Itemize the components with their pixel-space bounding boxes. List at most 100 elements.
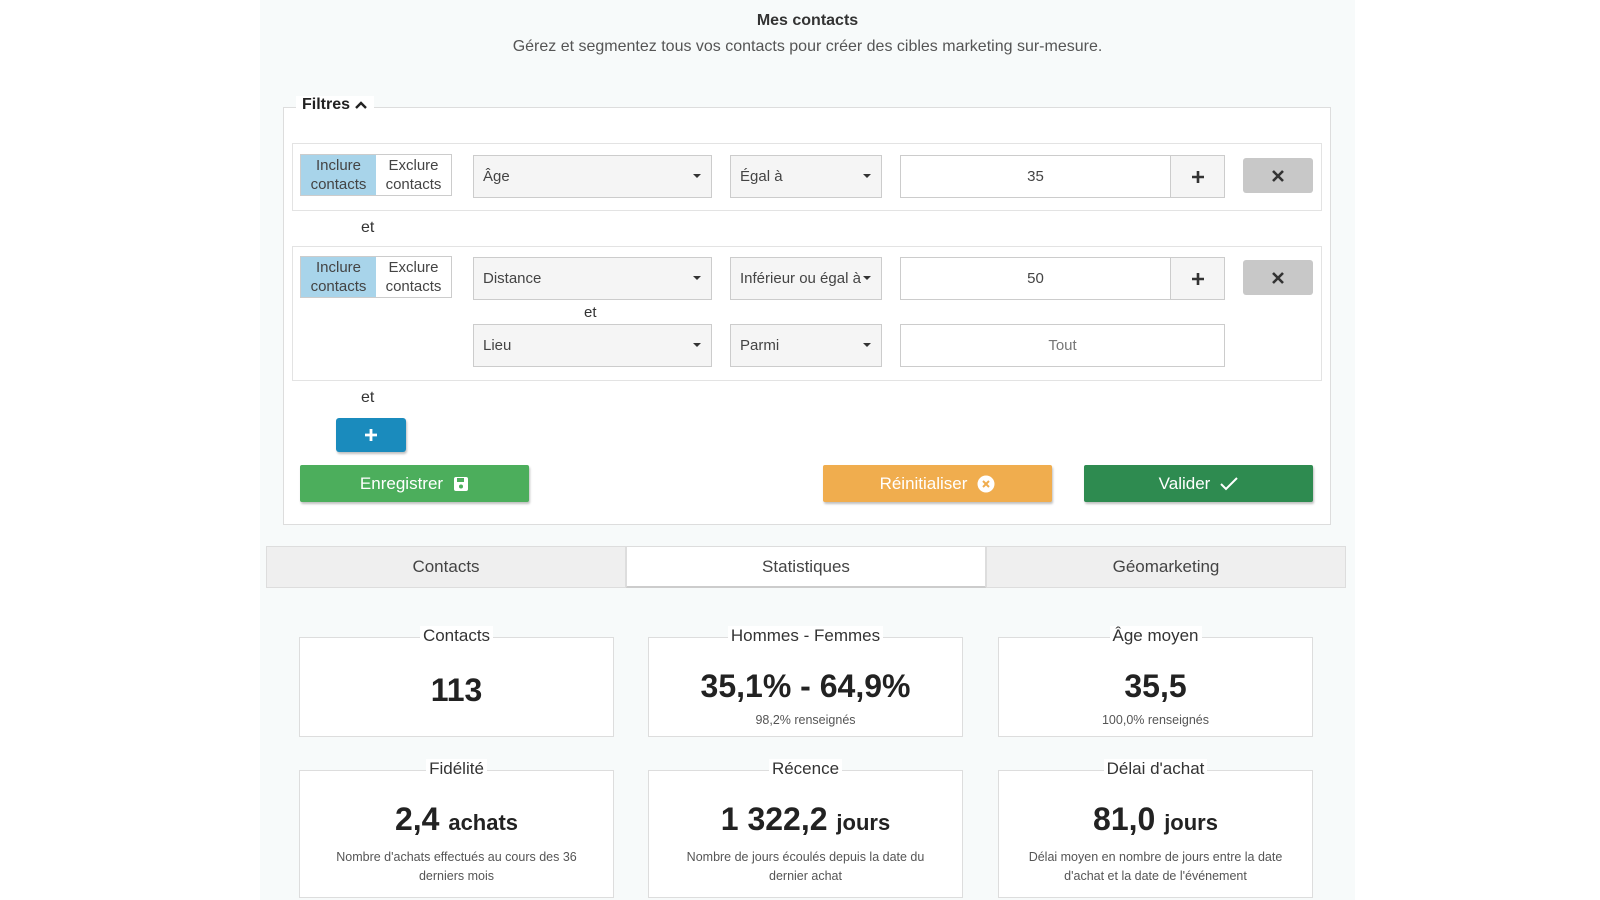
card-title-text: Récence [768,759,843,778]
operator-select[interactable]: Inférieur ou égal à [730,257,882,300]
toggle-option[interactable]: Exclure contacts [376,257,451,297]
caret-up [355,101,367,109]
select-text: Égal à [740,168,783,185]
value-text: 81,0 [1093,801,1156,837]
card-title: Âge moyen [999,626,1312,646]
value-input[interactable]: 50 [900,257,1171,300]
card-title: Fidélité [300,759,613,779]
stat-note: Nombre d'achats effectués au cours des 3… [336,850,577,883]
add-value-button[interactable] [1170,257,1225,300]
stat-value: 113 [300,672,613,709]
value-input[interactable]: Tout [900,324,1225,367]
value-text: 2,4 [394,801,440,837]
field-select[interactable]: Âge [473,155,712,198]
field-select[interactable]: Lieu [473,324,712,367]
stat-card: Hommes - Femmes 35,1% - 64,9% 98,2% rensei… [648,626,963,737]
stat-card: Délai d'achat 81,0 jours Délai moyen en no… [998,759,1313,898]
tab[interactable]: Géomarketing [986,546,1346,588]
tab[interactable]: Statistiques [626,546,986,588]
page-subtitle: Gérez et segmentez tous vos contacts pou… [512,38,1103,55]
button-label: Valider [1158,473,1211,493]
input-placeholder: Tout [1048,337,1077,354]
toggle-option[interactable]: Inclure contacts [301,155,376,195]
value-input[interactable]: 35 [900,155,1171,198]
card-title: Récence [649,759,962,779]
button-label: Enregistrer [359,473,444,493]
save-icon [454,476,469,491]
dropdown-caret [693,343,701,347]
connector: et [584,304,597,321]
operator-select[interactable]: Égal à [730,155,882,198]
submit-button[interactable]: Valider [1084,465,1313,502]
dropdown-caret [863,276,871,280]
card-title-text: Âge moyen [1109,626,1202,645]
stat-note: Nombre de jours écoulés depuis la date d… [686,850,925,883]
stat-value: 81,0 jours [999,801,1312,838]
select-text: Âge [483,168,510,185]
value-unit: jours [1164,810,1218,835]
field-select[interactable]: Distance [473,257,712,300]
stat-note: 100,0% renseignés [1101,713,1210,727]
legend-text[interactable]: Filtres [302,96,351,113]
toggle-option[interactable]: Inclure contacts [301,257,376,297]
value-unit: jours [836,810,891,835]
operator-select[interactable]: Parmi [730,324,882,367]
stat-value: 35,1% - 64,9% [649,668,962,705]
tab[interactable]: Contacts [266,546,626,588]
input-text: 35 [1027,168,1044,185]
plus-icon [365,429,377,441]
dropdown-caret [693,276,701,280]
stat-card: Récence 1 322,2 jours Nombre de jours écou… [648,759,963,898]
card-title: Contacts [300,626,613,646]
reset-button[interactable]: Réinitialiser [823,465,1052,502]
stat-value: 1 322,2 jours [649,801,962,838]
dropdown-caret [863,343,871,347]
stat-value: 35,5 [999,668,1312,705]
select-text: Parmi [740,337,780,354]
delete-group-button[interactable] [1243,158,1313,193]
add-value-button[interactable] [1170,155,1225,198]
card-title: Hommes - Femmes [649,626,962,646]
value-text: 1 322,2 [720,801,828,837]
card-title-text: Contacts [419,626,494,645]
stat-card: Âge moyen 35,5 100,0% renseignés [998,626,1313,737]
select-text: Lieu [483,337,512,354]
dropdown-caret [693,174,701,178]
connector: et [361,389,375,406]
stat-note: Délai moyen en nombre de jours entre la … [1028,850,1283,883]
value-text: 113 [430,672,483,708]
input-text: 50 [1027,270,1044,287]
page-title: Mes contacts [756,12,859,29]
check-icon [1220,476,1239,490]
delete-group-button[interactable] [1243,260,1313,295]
x-circle-icon [977,475,995,492]
connector: et [361,219,375,236]
stat-value: 2,4 achats [300,801,613,838]
value-text: 35,1% - 64,9% [700,668,911,704]
card-title-text: Fidélité [426,759,487,778]
card-title-text: Délai d'achat [1103,759,1208,778]
add-group-button[interactable] [336,418,406,452]
dropdown-caret [863,174,871,178]
select-text: Inférieur ou égal à [740,270,861,287]
plus-icon [1191,272,1204,285]
stat-card: Fidélité 2,4 achats Nombre d'achats effect… [299,759,614,898]
x-icon [1272,169,1284,182]
card-title-text: Hommes - Femmes [727,626,884,645]
card-title: Délai d'achat [999,759,1312,779]
value-unit: achats [448,810,519,835]
filters-legend[interactable]: Filtres [296,96,375,114]
value-text: 35,5 [1124,668,1187,704]
stat-card: Contacts 113 [299,626,614,737]
stat-note: 98,2% renseignés [755,713,856,727]
toggle-option[interactable]: Exclure contacts [376,155,451,195]
plus-icon [1191,170,1204,183]
x-icon [1272,271,1284,284]
include-toggle[interactable]: Inclure contacts Exclure contacts [300,154,452,196]
select-text: Distance [483,270,542,287]
save-button[interactable]: Enregistrer [300,465,529,502]
button-label: Réinitialiser [879,473,968,493]
include-toggle[interactable]: Inclure contacts Exclure contacts [300,256,452,298]
